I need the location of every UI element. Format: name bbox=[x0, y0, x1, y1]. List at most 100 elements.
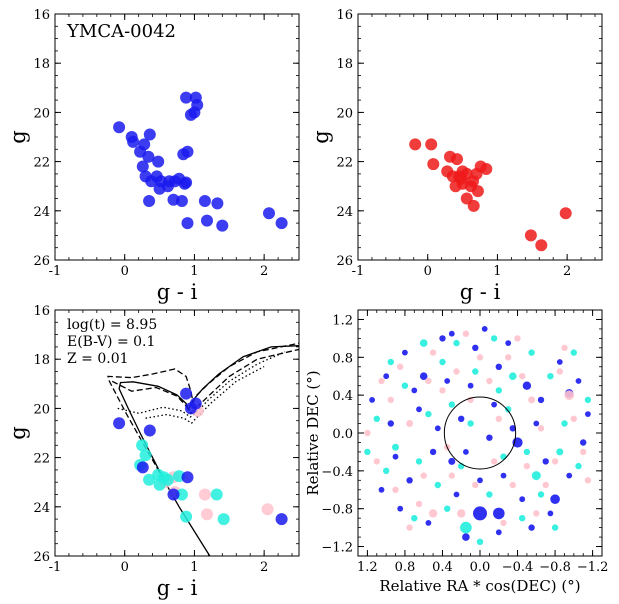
data-point bbox=[448, 401, 455, 408]
data-point bbox=[451, 153, 463, 166]
data-point bbox=[217, 513, 230, 526]
data-point bbox=[261, 503, 274, 516]
data-point bbox=[500, 472, 507, 479]
data-point bbox=[181, 471, 194, 484]
data-point bbox=[448, 472, 455, 479]
data-point bbox=[415, 458, 423, 465]
data-point bbox=[411, 387, 418, 394]
x-tick-label: 0 bbox=[121, 560, 129, 575]
x-tick-label: 0 bbox=[424, 264, 432, 279]
data-point bbox=[428, 509, 438, 518]
data-point bbox=[542, 481, 549, 489]
panel-bottom-left: -1 0 1 2 16 18 20 22 24 26 g - i g log(t) = 8.95E(B-… bbox=[6, 304, 300, 600]
data-point bbox=[113, 121, 126, 134]
data-point bbox=[500, 453, 507, 460]
data-point bbox=[561, 344, 568, 351]
isochrone-line bbox=[145, 366, 265, 425]
x-tick-label: −0.8 bbox=[539, 560, 571, 575]
x-axis-label: Relative RA * cos(DEC) (°) bbox=[379, 577, 580, 595]
data-point bbox=[216, 219, 229, 232]
data-point bbox=[181, 217, 194, 230]
data-point bbox=[528, 524, 535, 531]
data-point bbox=[143, 128, 156, 141]
y-tick-label: 20 bbox=[336, 106, 353, 121]
x-tick-label: 1 bbox=[493, 264, 501, 279]
data-point bbox=[439, 387, 446, 394]
data-point bbox=[495, 363, 502, 370]
x-tick-label: 0 bbox=[121, 264, 129, 279]
data-point bbox=[490, 458, 498, 465]
data-point bbox=[211, 197, 224, 210]
data-point bbox=[580, 439, 587, 446]
data-point bbox=[425, 377, 432, 385]
data-point bbox=[550, 494, 560, 505]
data-point bbox=[453, 491, 460, 498]
data-point bbox=[477, 477, 483, 484]
x-tick-label: 0.4 bbox=[432, 560, 453, 575]
data-point bbox=[364, 429, 371, 437]
y-tick-label: 1.2 bbox=[332, 313, 353, 328]
data-point bbox=[528, 396, 536, 404]
plot-area bbox=[364, 326, 592, 545]
data-point bbox=[406, 477, 413, 484]
y-axis-label: g bbox=[309, 130, 333, 143]
y-tick-label: 22 bbox=[33, 156, 50, 171]
data-point bbox=[524, 229, 537, 242]
data-point bbox=[453, 339, 460, 347]
y-axis-label: g bbox=[6, 130, 30, 143]
data-point bbox=[392, 486, 399, 493]
data-point bbox=[570, 349, 577, 356]
data-point bbox=[364, 448, 371, 456]
data-point bbox=[537, 425, 545, 432]
data-point bbox=[136, 461, 149, 474]
data-point bbox=[472, 368, 479, 375]
isochrone-parameter-label: E(B-V) = 0.1 bbox=[67, 334, 155, 350]
data-point bbox=[180, 510, 193, 523]
data-point bbox=[167, 488, 180, 501]
data-point bbox=[493, 507, 505, 520]
data-point bbox=[427, 158, 440, 171]
data-point bbox=[522, 381, 532, 390]
data-point bbox=[505, 340, 512, 346]
data-point bbox=[444, 505, 451, 512]
data-point bbox=[439, 358, 446, 366]
x-tick-label: −1.2 bbox=[577, 560, 609, 575]
data-point bbox=[378, 486, 385, 493]
data-point bbox=[463, 449, 469, 455]
data-point bbox=[486, 377, 493, 385]
data-point bbox=[467, 199, 480, 212]
x-tick-label: 1 bbox=[190, 264, 198, 279]
data-point bbox=[113, 417, 126, 430]
y-tick-label: 16 bbox=[33, 8, 50, 23]
data-point bbox=[175, 195, 188, 207]
data-point bbox=[519, 515, 526, 522]
data-point bbox=[434, 425, 441, 432]
x-tick-label: 2 bbox=[260, 560, 268, 575]
data-point bbox=[584, 477, 592, 484]
data-point bbox=[181, 145, 194, 158]
y-tick-label: 16 bbox=[33, 304, 50, 319]
data-point bbox=[198, 488, 211, 501]
y-tick-label: 22 bbox=[336, 156, 353, 171]
panel-top-right: -1 0 1 2 16 18 20 22 24 26 g - i g bbox=[309, 8, 603, 304]
y-tick-label: 22 bbox=[33, 452, 50, 467]
data-point bbox=[383, 467, 390, 474]
y-tick-label: 18 bbox=[336, 57, 353, 72]
data-point bbox=[481, 326, 488, 332]
data-point bbox=[547, 510, 554, 517]
x-tick-label: 2 bbox=[260, 264, 268, 279]
data-point bbox=[514, 335, 521, 342]
data-point bbox=[387, 396, 394, 404]
x-tick-label: 1 bbox=[190, 560, 198, 575]
data-point bbox=[509, 425, 516, 432]
data-point bbox=[143, 424, 156, 437]
data-point bbox=[580, 448, 587, 456]
data-point bbox=[564, 390, 574, 401]
data-point bbox=[455, 172, 468, 185]
data-point bbox=[495, 387, 502, 394]
data-point bbox=[201, 214, 213, 227]
data-point bbox=[533, 420, 540, 427]
data-point bbox=[523, 462, 531, 470]
panel-bottom-right: 1.2 0.8 0.4 0.0 −0.4 −0.8 −1.2 −1.2 −0.8 −0.4 0.0 0… bbox=[304, 309, 609, 595]
